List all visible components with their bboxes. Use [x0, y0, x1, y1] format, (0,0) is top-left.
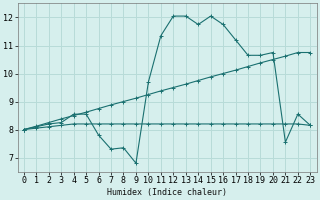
X-axis label: Humidex (Indice chaleur): Humidex (Indice chaleur)	[107, 188, 227, 197]
